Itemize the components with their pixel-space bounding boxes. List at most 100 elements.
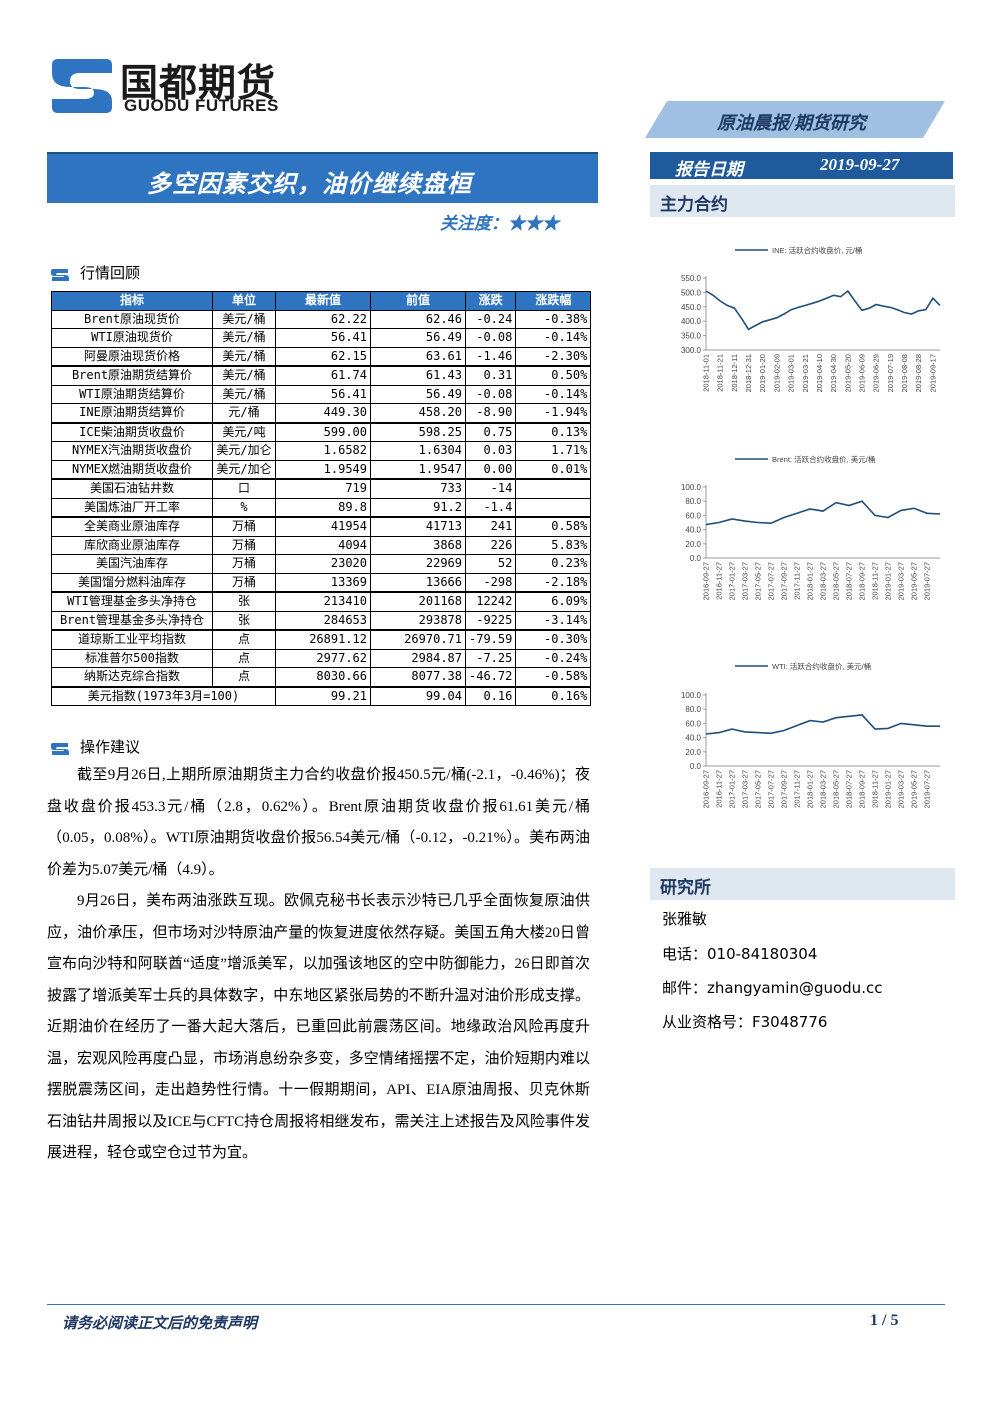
x-tick-label: 2018-11-27 [871, 562, 880, 600]
x-tick-label: 2018-11-21 [716, 354, 725, 392]
x-tick-label: 2017-09-27 [780, 562, 789, 600]
x-tick-label: 2017-05-27 [754, 562, 763, 600]
x-tick-label: 2018-05-27 [832, 562, 841, 600]
table-cell: 733 [370, 478, 466, 499]
table-cell: 599.00 [275, 421, 371, 442]
table-cell: 26891.12 [275, 629, 371, 650]
x-tick-label: 2019-04-30 [829, 354, 838, 392]
table-row: Brent原油现货价 美元/桶 62.22 62.46 -0.24 -0.38% [51, 309, 592, 329]
table-cell: 99.21 [275, 685, 371, 706]
table-cell: 41954 [275, 516, 371, 537]
report-type: 原油晨报/期货研究 [717, 113, 867, 133]
section-icon [51, 742, 69, 755]
table-row: 美国石油钻井数口 719 733 -14 [51, 478, 592, 499]
column-header: 涨跌 [464, 291, 517, 311]
table-cell: 241 [464, 516, 517, 537]
contracts-heading: 主力合约 [660, 195, 728, 214]
x-tick-label: 2016-11-27 [715, 770, 724, 808]
x-tick-label: 2019-07-19 [886, 354, 895, 392]
table-cell: 4094 [275, 535, 371, 555]
x-tick-label: 2017-11-27 [793, 562, 802, 600]
table-cell: -8.90 [464, 403, 517, 423]
table-row: 美国馏分燃料油库存 万桶 13369 13666 -298 -2.18% [51, 572, 592, 593]
x-tick-label: 2018-03-27 [819, 562, 828, 600]
column-header: 前值 [370, 291, 466, 311]
table-cell: 56.41 [275, 328, 371, 348]
x-tick-label: 2017-07-27 [767, 562, 776, 600]
x-tick-label: 2019-01-27 [884, 770, 893, 808]
table-cell: -1.94% [515, 403, 592, 423]
x-tick-label: 2019-06-09 [858, 354, 867, 392]
table-row: WTI原油现货价 美元/桶 56.41 56.49 -0.08 -0.14% [51, 328, 592, 348]
table-cell: 0.01% [515, 459, 592, 480]
table-cell: 89.8 [275, 497, 371, 518]
table-cell [515, 497, 592, 518]
contact: 电话：010-84180304 [662, 945, 818, 963]
table-cell: 6.09% [515, 591, 592, 612]
table-cell: -1.46 [464, 346, 517, 367]
advice-text: 截至9月26日,上期所原油期货主力合约收盘价报450.5元/桶(-2.1，-0.… [47, 760, 590, 1170]
x-tick-label: 2019-01-27 [884, 562, 893, 600]
x-tick-label: 2016-09-27 [702, 770, 711, 808]
table-row: 道琼斯工业平均指数点 26891.12 26970.71 -79.59 -0.30% [51, 629, 592, 650]
table-cell: -46.72 [464, 667, 517, 687]
table-cell: 0.50% [515, 365, 592, 386]
x-tick-label: 2018-09-27 [858, 562, 867, 600]
table-cell: 56.49 [370, 328, 466, 348]
y-tick-label: 500.0 [681, 288, 702, 297]
table-cell: -14 [464, 478, 517, 499]
brand-en: GUODU FUTURES [124, 96, 279, 115]
table-cell: 0.23% [515, 554, 592, 574]
table-cell: -0.38% [515, 309, 592, 329]
x-tick-label: 2019-01-20 [758, 354, 767, 392]
table-cell: 0.00 [464, 459, 517, 480]
x-tick-label: 2019-07-27 [923, 770, 932, 808]
table-cell: -2.30% [515, 346, 592, 367]
x-tick-label: 2017-07-27 [767, 770, 776, 808]
x-tick-label: 2019-02-09 [772, 354, 781, 392]
x-tick-label: 2019-03-01 [787, 354, 796, 392]
table-cell: 美元/桶 [212, 384, 276, 404]
x-tick-label: 2018-12-31 [744, 354, 753, 392]
table-cell: 201168 [370, 591, 466, 612]
disclaimer: 请务必阅读正文后的免责声明 [62, 1316, 258, 1332]
table-cell: 0.58% [515, 516, 592, 537]
x-tick-label: 2018-07-27 [845, 770, 854, 808]
table-cell: 库欣商业原油库存 [51, 535, 213, 555]
attention: 关注度：★★★ [440, 209, 559, 234]
y-tick-label: 40.0 [685, 734, 701, 743]
column-header: 最新值 [275, 291, 371, 311]
table-cell: 美元/加仑 [212, 441, 276, 461]
table-cell: WTI管理基金多头净持仓 [51, 591, 213, 612]
table-cell: -3.14% [515, 610, 592, 631]
table-cell: 8077.38 [370, 667, 466, 687]
y-tick-label: 0.0 [690, 762, 702, 771]
x-tick-label: 2019-08-08 [900, 354, 909, 392]
table-cell: 284653 [275, 610, 371, 631]
table-row: 阿曼原油现货价格 美元/桶 62.15 63.61 -1.46 -2.30% [51, 346, 592, 367]
table-row: ICE柴油期货收盘价 美元/吨 599.00 598.25 0.75 0.13% [51, 421, 592, 442]
title: 多空因素交织，油价继续盘桓 [147, 172, 472, 198]
table-cell: -9225 [464, 610, 517, 631]
table-row: 美元指数(1973年3月=100) 99.21 99.04 0.16 0.16% [51, 685, 592, 706]
date-label: 报告日期 [675, 160, 743, 179]
table-row: 标准普尔500指数点 2977.62 2984.87 -7.25 -0.24% [51, 648, 592, 668]
x-tick-label: 2017-09-27 [780, 770, 789, 808]
table-cell: 美国汽油库存 [51, 554, 213, 574]
table-cell: -298 [464, 572, 517, 593]
x-tick-label: 2019-03-21 [801, 354, 810, 392]
advice-heading-row: 操作建议 [50, 736, 140, 757]
table-cell: 41713 [370, 516, 466, 537]
table-cell: 美元指数(1973年3月=100) [51, 685, 276, 706]
table-cell: 61.74 [275, 365, 371, 386]
table-cell: -0.14% [515, 384, 592, 404]
x-tick-label: 2018-03-27 [819, 770, 828, 808]
institute-heading-bar: 研究所 [650, 868, 955, 900]
x-tick-label: 2016-11-27 [715, 562, 724, 600]
x-tick-label: 2019-09-17 [928, 354, 937, 392]
table-cell: 万桶 [212, 535, 276, 555]
table-cell: 12242 [464, 591, 517, 612]
table-cell: 美国馏分燃料油库存 [51, 572, 213, 593]
table-cell: 阿曼原油现货价格 [51, 346, 213, 367]
